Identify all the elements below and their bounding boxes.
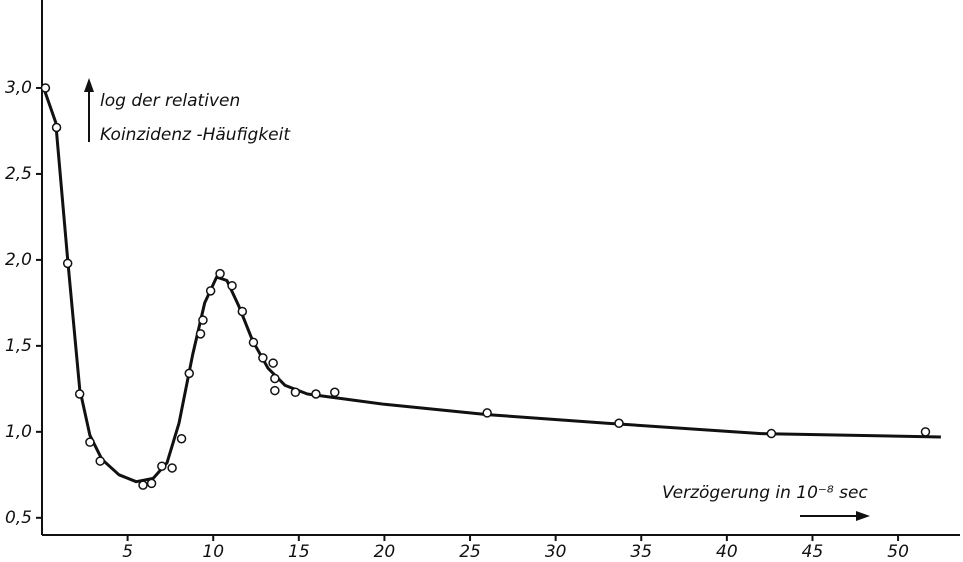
data-point: [167, 463, 177, 473]
x-label: Verzögerung in 10⁻⁸ sec: [662, 483, 868, 503]
data-point: [227, 280, 237, 291]
data-point: [184, 368, 194, 379]
y-label: Koinzidenz -Häufigkeit: [100, 125, 291, 145]
x-tick-label: 30: [545, 542, 567, 562]
y-tick-label: 2,5: [5, 164, 32, 184]
data-point: [146, 478, 157, 489]
data-point: [237, 306, 248, 317]
x-tick-label: 15: [288, 542, 310, 562]
data-point: [62, 258, 73, 269]
data-point: [330, 387, 340, 398]
data-point: [215, 268, 225, 279]
data-point: [138, 480, 148, 490]
y-arrow-head: [84, 78, 94, 92]
data-point: [176, 433, 187, 444]
data-point: [482, 408, 492, 418]
data-point: [85, 437, 95, 447]
data-point: [766, 428, 777, 439]
data-point: [270, 373, 280, 384]
data-point: [205, 286, 216, 296]
fit-curve: [42, 87, 941, 484]
y-tick-label: 2,0: [5, 250, 32, 270]
y-tick-label: 1,5: [5, 336, 32, 356]
y-tick-label: 3,0: [5, 78, 32, 98]
x-tick-label: 50: [887, 542, 909, 562]
data-point: [95, 456, 105, 466]
x-tick-label: 20: [374, 542, 396, 562]
x-tick-label: 45: [802, 542, 824, 562]
x-tick-label: 10: [202, 542, 224, 562]
data-point: [198, 315, 208, 325]
x-arrow-head: [856, 511, 870, 521]
y-tick-label: 1,0: [5, 422, 32, 442]
data-point: [74, 389, 85, 399]
data-point: [258, 353, 268, 363]
data-point: [248, 337, 259, 348]
x-tick-label: 5: [122, 542, 133, 562]
data-point: [268, 358, 278, 368]
data-point: [40, 83, 51, 93]
data-point: [614, 418, 624, 428]
data-point: [311, 389, 321, 399]
y-tick-label: 0,5: [5, 508, 32, 528]
x-tick-label: 40: [716, 542, 738, 562]
y-label: log der relativen: [100, 91, 240, 111]
x-tick-label: 35: [630, 542, 652, 562]
data-point: [157, 461, 167, 471]
data-point: [920, 427, 931, 437]
data-point: [270, 385, 280, 396]
data-point: [290, 387, 301, 398]
data-point: [51, 122, 62, 133]
data-point: [195, 329, 206, 339]
x-tick-label: 25: [459, 542, 481, 562]
